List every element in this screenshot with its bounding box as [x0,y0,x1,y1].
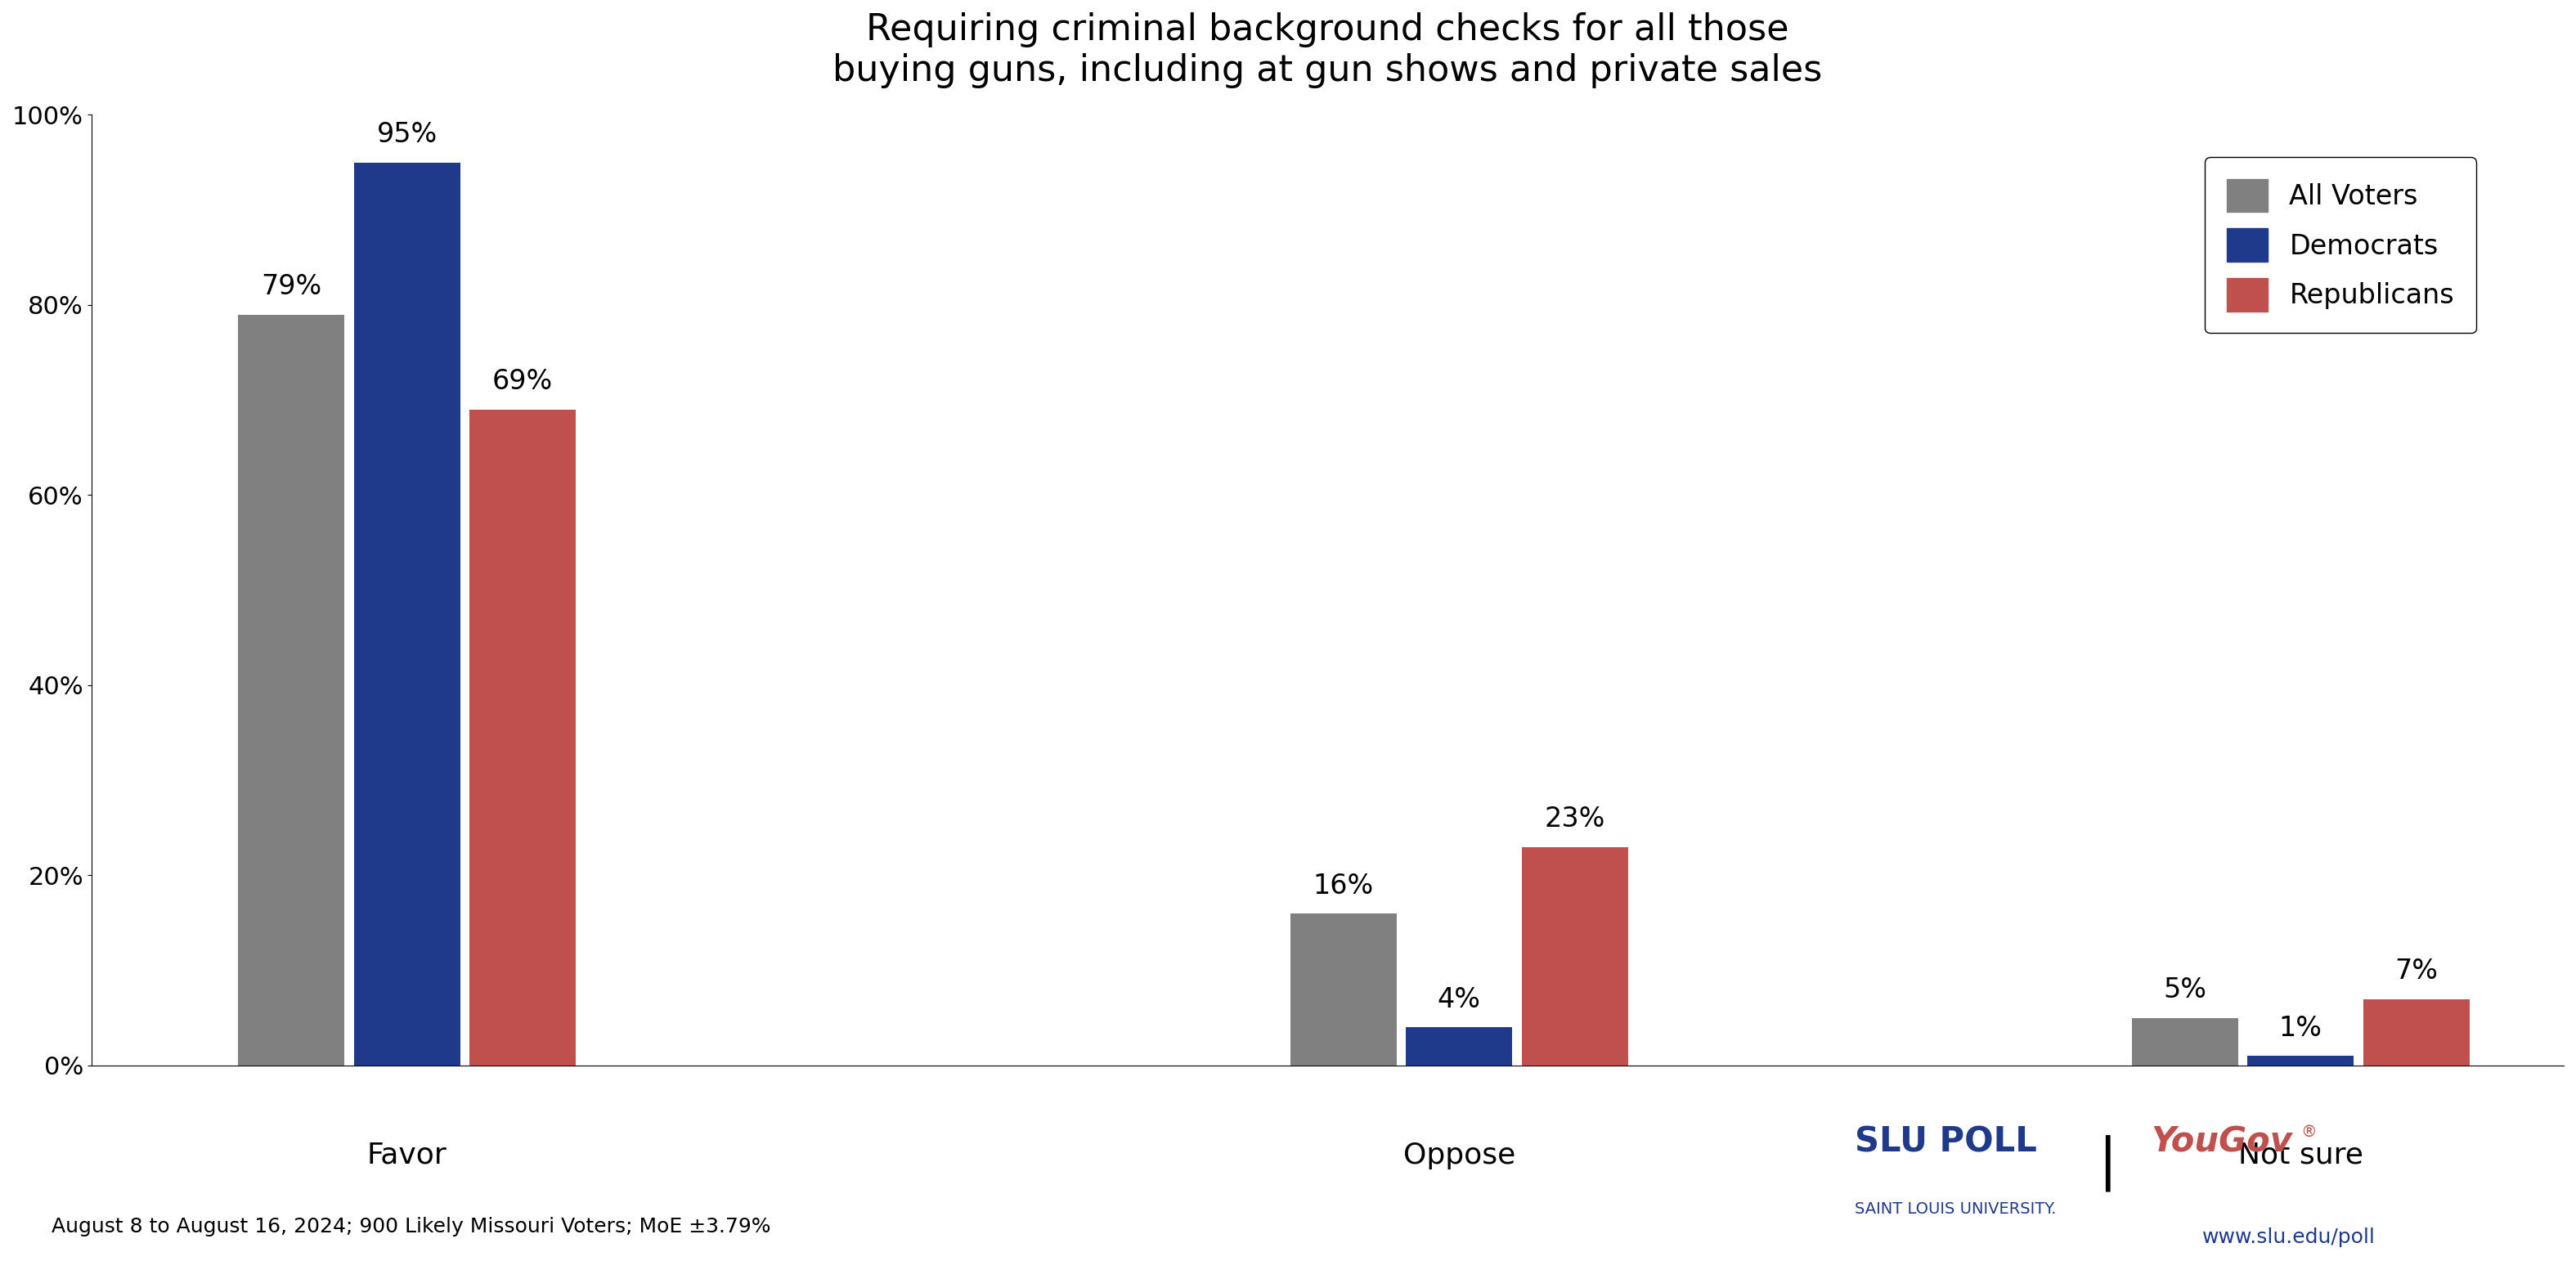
Text: Favor: Favor [366,1141,448,1170]
Bar [1291,913,1396,1065]
Text: Oppose: Oppose [1404,1141,1515,1170]
Text: 5%: 5% [2164,976,2208,1003]
Text: ®: ® [2300,1124,2316,1140]
Bar [353,162,461,1065]
Text: |: | [2097,1135,2117,1191]
Text: SAINT LOUIS UNIVERSITY.: SAINT LOUIS UNIVERSITY. [1855,1202,2056,1217]
Text: 4%: 4% [1437,987,1481,1014]
Text: 23%: 23% [1546,806,1605,832]
Text: Not sure: Not sure [2239,1141,2362,1170]
Bar [2133,1018,2239,1065]
Text: 16%: 16% [1314,872,1373,899]
Legend: All Voters, Democrats, Republicans: All Voters, Democrats, Republicans [2205,157,2476,334]
Bar [2362,999,2470,1065]
Title: Requiring criminal background checks for all those
buying guns, including at gun: Requiring criminal background checks for… [832,13,1821,88]
Bar [2246,1056,2354,1065]
Text: 69%: 69% [492,368,554,395]
Bar [469,410,577,1065]
Text: SLU POLL: SLU POLL [1855,1124,2038,1159]
Text: 7%: 7% [2396,958,2437,985]
Text: 95%: 95% [376,121,438,148]
Bar [1406,1028,1512,1065]
Bar [237,314,345,1065]
Text: YouGov: YouGov [2151,1124,2293,1159]
Bar [1522,848,1628,1065]
Text: 1%: 1% [2280,1015,2324,1042]
Text: www.slu.edu/poll: www.slu.edu/poll [2202,1227,2375,1247]
Text: August 8 to August 16, 2024; 900 Likely Missouri Voters; MoE ±3.79%: August 8 to August 16, 2024; 900 Likely … [52,1217,770,1236]
Text: 79%: 79% [260,273,322,300]
